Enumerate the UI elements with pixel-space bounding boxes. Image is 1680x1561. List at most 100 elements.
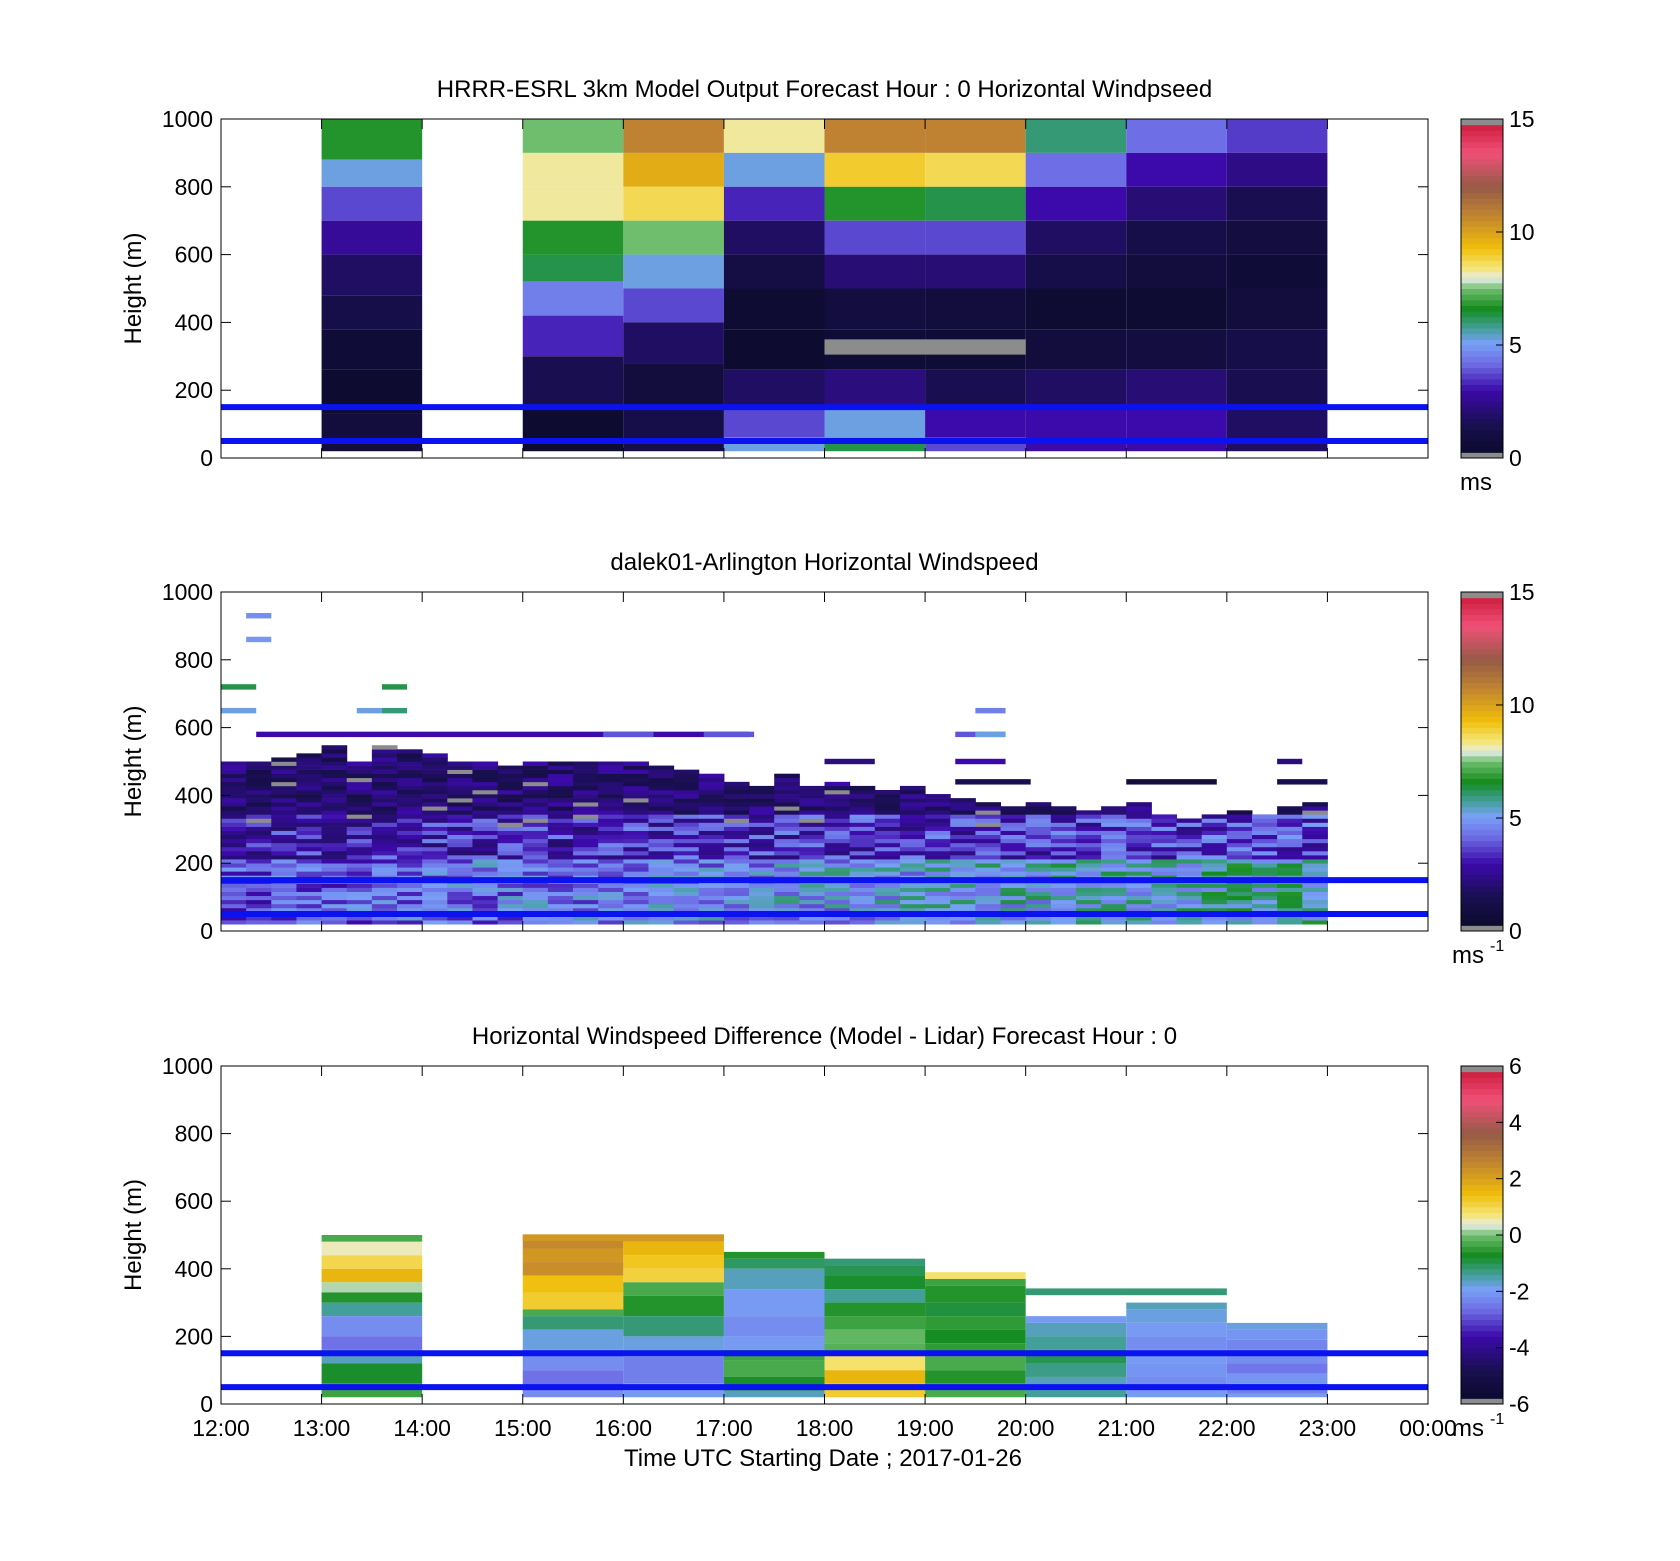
heatmap-cell <box>698 802 725 807</box>
heatmap-cell <box>422 757 448 762</box>
heatmap-cell <box>346 891 373 897</box>
heatmap-cell <box>1176 863 1203 868</box>
heatmap-cell <box>648 769 675 775</box>
heatmap-cell <box>371 830 398 836</box>
heatmap-cell <box>522 773 549 779</box>
heatmap-cell <box>221 818 247 823</box>
heatmap-cell <box>397 899 423 905</box>
colorbar-segment <box>1461 305 1503 312</box>
heatmap-cell <box>296 814 323 819</box>
colorbar-segment <box>1461 608 1503 616</box>
heatmap-cell <box>698 920 725 925</box>
heatmap-cell <box>472 761 499 766</box>
heatmap-cell <box>1101 899 1127 905</box>
heatmap-cell <box>673 802 700 807</box>
heatmap-cell <box>774 855 800 860</box>
heatmap-cell <box>1226 826 1253 831</box>
heatmap-cell <box>321 785 348 791</box>
heatmap-cell <box>925 842 951 848</box>
heatmap-cell <box>371 863 398 868</box>
colorbar-segment <box>1461 631 1503 638</box>
heatmap-cell <box>1000 895 1027 901</box>
heatmap-cell <box>623 887 649 892</box>
heatmap-cell <box>648 907 675 913</box>
colorbar-segment <box>1461 885 1503 892</box>
heatmap-cell <box>346 830 373 836</box>
heatmap-cell <box>1151 883 1178 888</box>
heatmap-cell <box>522 834 549 840</box>
heatmap-cell <box>221 850 247 856</box>
heatmap-cell <box>346 920 373 925</box>
heatmap-cell <box>422 855 448 860</box>
heatmap-cell <box>547 855 574 860</box>
heatmap-cell <box>321 850 348 856</box>
heatmap-cell <box>1075 834 1102 840</box>
heatmap-cell <box>246 891 272 897</box>
heatmap-cell <box>346 806 373 811</box>
heatmap-cell <box>1101 842 1127 848</box>
heatmap-cell <box>1151 826 1178 831</box>
heatmap-cell <box>723 781 750 787</box>
heatmap-cell <box>774 891 800 897</box>
colorbar-segment <box>1461 705 1503 712</box>
heatmap-cell <box>975 863 1002 868</box>
heatmap-cell <box>824 818 851 823</box>
heatmap-cell <box>296 789 323 795</box>
heatmap-cell <box>723 887 750 892</box>
heatmap-cell <box>824 369 926 408</box>
heatmap-cell <box>447 806 473 811</box>
heatmap-cell <box>1176 818 1203 823</box>
heatmap-cell <box>749 887 775 892</box>
heatmap-cell <box>246 907 272 913</box>
heatmap-cell <box>447 781 473 787</box>
heatmap-cell <box>346 916 373 921</box>
heatmap-cell <box>422 798 448 803</box>
heatmap-cell <box>321 794 348 799</box>
heatmap-cell <box>246 798 272 803</box>
heatmap-cell <box>975 834 1002 840</box>
heatmap-cell <box>522 887 549 892</box>
heatmap-cell <box>673 920 700 925</box>
heatmap-cell <box>673 777 700 783</box>
heatmap-cell <box>221 684 257 690</box>
heatmap-cell <box>321 883 348 888</box>
heatmap-cell <box>1000 830 1027 836</box>
colorbar-segment <box>1461 1167 1503 1174</box>
heatmap-cell <box>1000 916 1027 921</box>
heatmap-cell <box>246 777 272 783</box>
heatmap-cell <box>1050 863 1077 868</box>
heatmap-cell <box>1226 822 1253 827</box>
heatmap-cell <box>221 707 257 714</box>
heatmap-cell <box>271 781 297 787</box>
heatmap-cell <box>271 785 297 791</box>
heatmap-cell <box>573 895 599 901</box>
y-tick-label: 800 <box>175 1121 213 1147</box>
heatmap-cell <box>623 769 649 775</box>
heatmap-cell <box>623 903 649 909</box>
heatmap-cell <box>1075 863 1102 868</box>
colorbar-segment <box>1461 1319 1503 1326</box>
heatmap-cell <box>723 119 825 153</box>
heatmap-cell <box>899 789 926 795</box>
heatmap-cell <box>623 883 649 888</box>
heatmap-cell <box>723 1336 825 1350</box>
heatmap-cell <box>1050 834 1077 840</box>
heatmap-cell <box>598 842 624 848</box>
heatmap-cell <box>799 789 825 795</box>
heatmap-cell <box>547 867 574 872</box>
heatmap-cell <box>1025 1316 1127 1323</box>
heatmap-cell <box>422 773 448 779</box>
heatmap-cell <box>698 822 725 827</box>
heatmap-cell <box>573 814 599 819</box>
heatmap-cell <box>1151 899 1178 905</box>
missing-data-cell <box>824 339 1026 355</box>
heatmap-cell <box>673 907 700 913</box>
heatmap-cell <box>1050 887 1077 892</box>
heatmap-cell <box>472 871 499 876</box>
heatmap-cell <box>397 789 423 795</box>
heatmap-cell <box>1302 920 1328 925</box>
heatmap-cell <box>1101 846 1127 852</box>
heatmap-cell <box>422 781 448 787</box>
heatmap-cell <box>950 814 976 819</box>
heatmap-cell <box>497 777 524 783</box>
